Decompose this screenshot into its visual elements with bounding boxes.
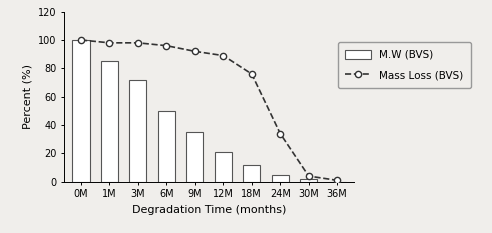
Bar — [129, 80, 147, 182]
X-axis label: Degradation Time (months): Degradation Time (months) — [132, 205, 286, 215]
Bar — [72, 40, 90, 182]
Bar — [300, 179, 317, 182]
Legend: M.W (BVS), Mass Loss (BVS): M.W (BVS), Mass Loss (BVS) — [338, 42, 471, 88]
Bar — [243, 165, 260, 182]
Bar — [215, 152, 232, 182]
Bar — [186, 132, 203, 182]
Bar — [101, 61, 118, 182]
Bar — [272, 175, 289, 182]
Y-axis label: Percent (%): Percent (%) — [22, 64, 32, 129]
Bar — [158, 111, 175, 182]
